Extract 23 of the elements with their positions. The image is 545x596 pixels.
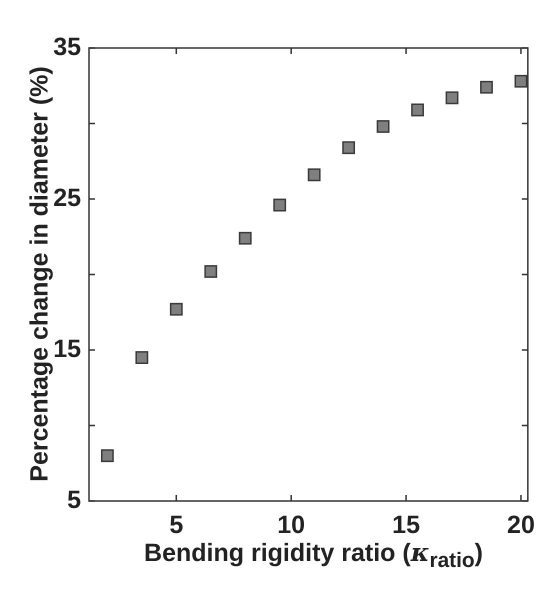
x-tick-label: 5	[169, 510, 184, 539]
x-tick-label: 15	[392, 510, 420, 539]
point	[100, 449, 114, 462]
y-tick-label: 15	[53, 334, 82, 363]
x-axis-title: Bending rigidity ratio (κ$_{ratio}$)	[143, 538, 484, 573]
point	[170, 302, 183, 316]
point	[446, 91, 458, 104]
point	[411, 104, 424, 116]
x-tick-label: 10	[277, 510, 306, 539]
x-tick-label: 20	[507, 510, 535, 539]
y-tick-label: 35	[53, 32, 82, 61]
point	[204, 265, 218, 278]
y-tick-label: 5	[67, 486, 82, 514]
y-tick-label: 25	[53, 184, 82, 212]
point	[308, 168, 321, 182]
point	[480, 80, 493, 94]
point	[376, 120, 390, 133]
point	[238, 232, 252, 245]
y-axis-title: Percentage change in diameter (%)	[26, 66, 54, 482]
point	[135, 351, 148, 364]
point	[514, 74, 528, 88]
point	[342, 141, 356, 154]
point	[273, 198, 286, 212]
